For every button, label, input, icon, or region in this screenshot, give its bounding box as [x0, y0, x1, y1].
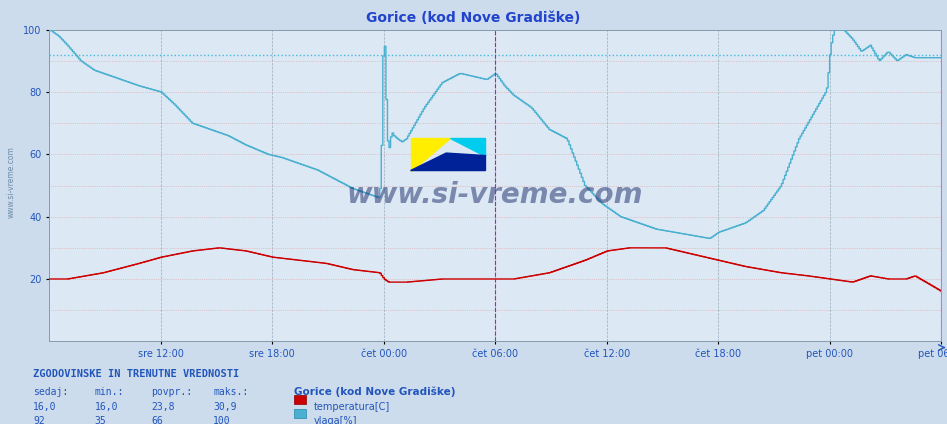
Text: www.si-vreme.com: www.si-vreme.com — [347, 181, 644, 209]
Text: Gorice (kod Nove Gradiške): Gorice (kod Nove Gradiške) — [366, 11, 581, 25]
Text: 92: 92 — [33, 416, 45, 424]
Text: Gorice (kod Nove Gradiške): Gorice (kod Nove Gradiške) — [294, 387, 456, 397]
Text: povpr.:: povpr.: — [152, 387, 192, 397]
Text: 66: 66 — [152, 416, 163, 424]
Text: 100: 100 — [213, 416, 231, 424]
Polygon shape — [450, 138, 486, 156]
Text: 30,9: 30,9 — [213, 402, 237, 412]
Polygon shape — [411, 138, 450, 170]
Text: www.si-vreme.com: www.si-vreme.com — [7, 146, 16, 218]
Text: vlaga[%]: vlaga[%] — [313, 416, 357, 424]
Text: maks.:: maks.: — [213, 387, 248, 397]
Text: sedaj:: sedaj: — [33, 387, 68, 397]
Text: 16,0: 16,0 — [95, 402, 118, 412]
Text: 35: 35 — [95, 416, 106, 424]
Text: 16,0: 16,0 — [33, 402, 57, 412]
Text: min.:: min.: — [95, 387, 124, 397]
Polygon shape — [411, 153, 486, 170]
Text: ZGODOVINSKE IN TRENUTNE VREDNOSTI: ZGODOVINSKE IN TRENUTNE VREDNOSTI — [33, 369, 240, 379]
Text: temperatura[C]: temperatura[C] — [313, 402, 390, 412]
Text: 23,8: 23,8 — [152, 402, 175, 412]
